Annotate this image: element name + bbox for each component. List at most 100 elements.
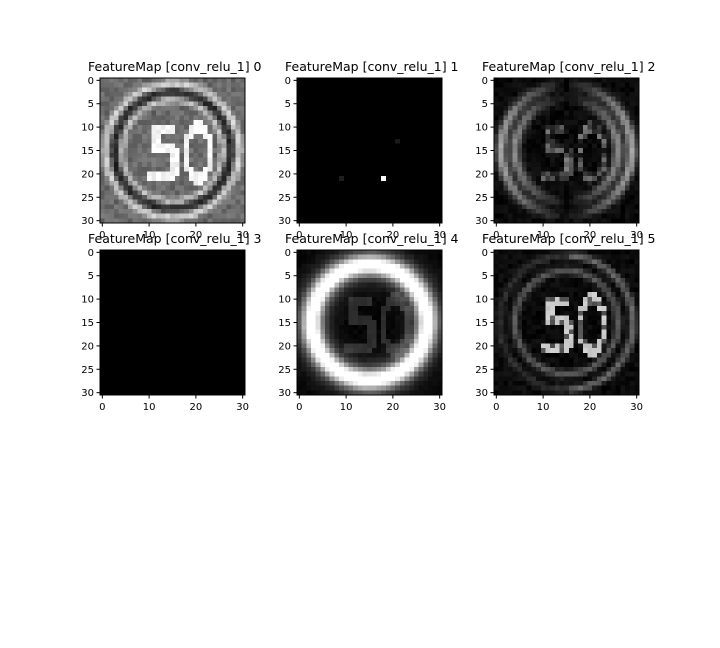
heatmap-cell (578, 129, 584, 135)
heatmap-cell (395, 101, 401, 107)
y-tick-label: 5 (88, 271, 94, 282)
heatmap-cell (151, 110, 157, 116)
heatmap-cell (184, 385, 190, 391)
heatmap-cell (624, 194, 630, 200)
heatmap-cell (629, 106, 635, 111)
heatmap-cell (362, 143, 368, 149)
heatmap-cell (615, 138, 621, 144)
heatmap-cell (343, 152, 349, 158)
heatmap-cell (123, 278, 129, 283)
heatmap-cell (174, 152, 180, 158)
heatmap-cell (413, 352, 419, 358)
heatmap-cell (207, 185, 213, 191)
heatmap-cell (343, 110, 349, 116)
heatmap-cell (114, 362, 119, 368)
heatmap-cell (371, 152, 377, 158)
heatmap-cell (221, 134, 227, 140)
heatmap-cell (325, 338, 330, 344)
heatmap-cell (184, 287, 190, 293)
heatmap-cell (132, 343, 138, 349)
heatmap-cell (193, 282, 199, 288)
heatmap-cell (550, 124, 556, 130)
heatmap-cell (362, 296, 368, 302)
heatmap-cell (357, 250, 363, 255)
heatmap-cell (568, 213, 574, 219)
heatmap-cell (104, 324, 110, 330)
heatmap-cell (409, 282, 415, 288)
heatmap-cell (343, 254, 349, 260)
heatmap-cell (118, 185, 124, 191)
heatmap-cell (221, 282, 227, 288)
heatmap-cell (179, 185, 185, 191)
heatmap-cell (353, 180, 359, 186)
heatmap-cell (381, 278, 387, 283)
heatmap-cell (334, 96, 340, 102)
heatmap-cell (137, 362, 143, 368)
heatmap-cell (536, 92, 541, 97)
heatmap-cell (137, 352, 143, 358)
heatmap-cell (343, 390, 349, 396)
heatmap-cell (216, 301, 222, 307)
heatmap-cell (634, 194, 640, 200)
heatmap-cell (437, 180, 443, 186)
heatmap-cell (531, 199, 537, 205)
heatmap-cell (573, 208, 579, 214)
heatmap-cell (221, 371, 227, 377)
heatmap-cell (494, 180, 499, 186)
heatmap-cell (235, 366, 241, 372)
heatmap-cell (216, 357, 222, 363)
heatmap-cell (334, 380, 340, 386)
heatmap-cell (240, 101, 246, 107)
heatmap-cell (235, 157, 241, 163)
heatmap-cell (142, 134, 147, 140)
heatmap-cell (151, 254, 157, 260)
heatmap-cell (540, 180, 546, 186)
heatmap-cell (550, 166, 556, 172)
heatmap-cell (104, 78, 110, 83)
heatmap-cell (367, 324, 373, 330)
heatmap-cell (221, 357, 227, 363)
heatmap-cell (109, 324, 115, 330)
heatmap-cell (221, 110, 227, 116)
heatmap-cell (367, 129, 373, 135)
heatmap-cell (128, 124, 133, 130)
heatmap-cell (554, 148, 560, 154)
heatmap-cell (418, 115, 424, 121)
heatmap-cell (235, 124, 241, 130)
heatmap-cell (240, 82, 246, 88)
heatmap-cell (362, 120, 368, 125)
heatmap-cell (118, 110, 124, 116)
heatmap-cell (339, 329, 344, 335)
heatmap-cell (395, 96, 401, 102)
heatmap-cell (100, 282, 105, 288)
heatmap-cell (432, 96, 438, 102)
heatmap-cell (306, 352, 312, 358)
heatmap-cell (399, 199, 405, 205)
heatmap-cell (531, 110, 537, 116)
heatmap-cell (188, 278, 194, 283)
heatmap-cell (109, 268, 115, 274)
heatmap-cell (184, 315, 190, 321)
heatmap-cell (202, 250, 208, 255)
heatmap-cell (329, 176, 335, 182)
heatmap-cell (193, 124, 199, 130)
heatmap-cell (100, 292, 105, 297)
heatmap-cell (198, 208, 204, 214)
heatmap-cell (357, 320, 363, 326)
heatmap-cell (573, 180, 579, 186)
heatmap-cell (362, 218, 368, 224)
heatmap-cell (371, 329, 377, 335)
heatmap-cell (582, 185, 588, 191)
heatmap-cell (198, 301, 204, 307)
heatmap-cell (423, 287, 429, 293)
heatmap-cell (297, 208, 302, 214)
heatmap-cell (306, 268, 312, 274)
heatmap-cell (128, 385, 133, 391)
heatmap-cell (559, 110, 565, 116)
heatmap-cell (578, 190, 584, 196)
heatmap-cell (315, 380, 321, 386)
heatmap-cell (325, 320, 330, 326)
heatmap-cell (151, 390, 157, 396)
heatmap-cell (188, 306, 194, 312)
